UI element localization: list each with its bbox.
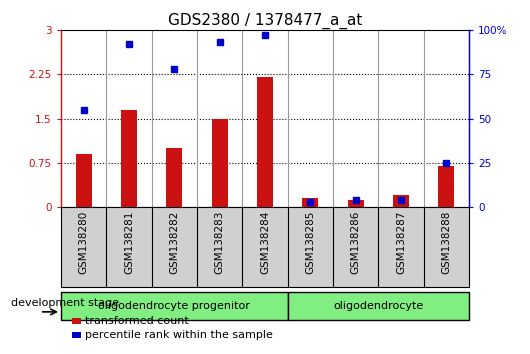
Bar [393,195,409,207]
Text: GSM138286: GSM138286 [351,211,361,274]
Text: GDS2380 / 1378477_a_at: GDS2380 / 1378477_a_at [168,12,362,29]
Text: GSM138288: GSM138288 [441,211,452,274]
Bar [121,110,137,207]
Text: GSM138283: GSM138283 [215,211,225,274]
Bar [211,119,227,207]
Text: GSM138284: GSM138284 [260,211,270,274]
Bar [61,292,288,320]
Text: GSM138281: GSM138281 [124,211,134,274]
Text: transformed count: transformed count [85,316,189,326]
Bar [76,154,92,207]
Text: GSM138287: GSM138287 [396,211,406,274]
Text: GSM138285: GSM138285 [305,211,315,274]
Text: percentile rank within the sample: percentile rank within the sample [85,330,272,340]
Bar [348,200,364,207]
Text: oligodendrocyte: oligodendrocyte [333,301,423,311]
Bar [303,198,319,207]
Text: oligodendrocyte progenitor: oligodendrocyte progenitor [99,301,250,311]
Bar [288,292,469,320]
Text: GSM138280: GSM138280 [78,211,89,274]
Bar [257,77,273,207]
Text: development stage: development stage [11,298,119,308]
Bar [438,166,454,207]
Text: GSM138282: GSM138282 [169,211,179,274]
Bar [166,148,182,207]
